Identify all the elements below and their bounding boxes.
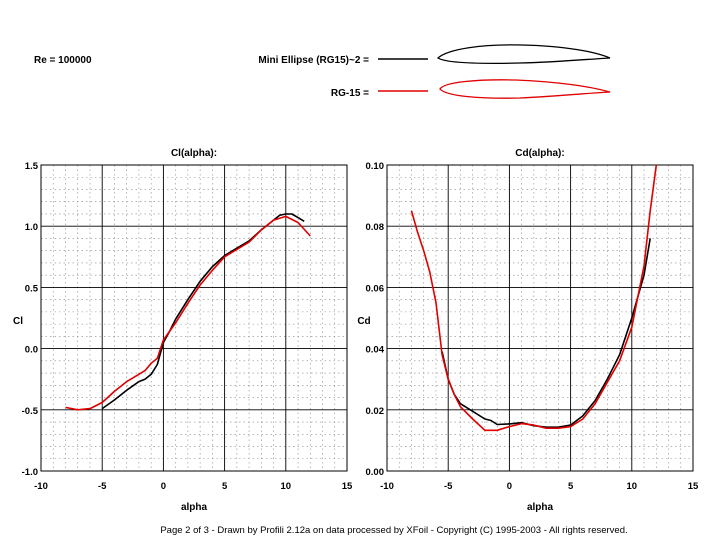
airfoil-shape-mini-ellipse bbox=[436, 44, 611, 64]
cl-alpha-chart: -10 -5 0 5 10 15 -1.0 -0.5 0.0 0.5 1.0 1.5 Cl(alpha)… bbox=[13, 148, 353, 513]
x-tick-label: 15 bbox=[342, 481, 353, 492]
plot-area bbox=[41, 165, 347, 471]
y-tick-label: 0.10 bbox=[366, 161, 385, 172]
y-tick-label: 0.00 bbox=[366, 467, 385, 478]
x-tick-label: -10 bbox=[380, 481, 394, 492]
x-tick-label: -5 bbox=[444, 481, 453, 492]
y-axis-label: Cl bbox=[13, 316, 23, 327]
y-tick-label: -0.5 bbox=[22, 406, 39, 417]
footer-copyright: Page 2 of 3 - Drawn by Profili 2.12a on … bbox=[160, 525, 627, 536]
x-axis-label: alpha bbox=[181, 502, 208, 513]
legend-label-rg15: RG-15 = bbox=[331, 88, 369, 99]
chart-title: Cl(alpha): bbox=[171, 148, 217, 159]
series-line-rg15 bbox=[410, 164, 658, 432]
y-tick-label: 0.08 bbox=[366, 222, 385, 233]
y-tick-label: 0.04 bbox=[366, 345, 385, 356]
cd-alpha-chart: -10 -5 0 5 10 15 0.00 0.02 0.04 0.06 0.08 0.10 Cd(al… bbox=[357, 148, 699, 513]
x-tick-label: 15 bbox=[688, 481, 699, 492]
plot-frame bbox=[40, 164, 348, 472]
y-tick-label: 0.0 bbox=[25, 345, 38, 356]
legend-label-mini-ellipse: Mini Ellipse (RG15)~2 = bbox=[258, 55, 369, 66]
airfoil-shape-rg15 bbox=[439, 79, 611, 99]
y-tick-label: -1.0 bbox=[22, 467, 38, 478]
y-axis-label: Cd bbox=[357, 316, 370, 327]
y-tick-label: 1.0 bbox=[25, 222, 38, 233]
series-line-rg15 bbox=[65, 215, 311, 411]
x-tick-label: 5 bbox=[568, 481, 574, 492]
x-tick-label: 10 bbox=[281, 481, 292, 492]
x-tick-label: -5 bbox=[98, 481, 107, 492]
series-line-mini-ellipse bbox=[101, 213, 305, 410]
plot-frame bbox=[386, 164, 694, 472]
y-tick-label: 0.06 bbox=[366, 283, 385, 294]
reynolds-number-label: Re = 100000 bbox=[34, 55, 92, 66]
x-tick-label: 0 bbox=[161, 481, 166, 492]
x-tick-label: -10 bbox=[34, 481, 48, 492]
chart-title: Cd(alpha): bbox=[515, 148, 564, 159]
x-tick-label: 10 bbox=[627, 481, 638, 492]
x-tick-label: 5 bbox=[222, 481, 228, 492]
x-axis-label: alpha bbox=[527, 502, 554, 513]
y-tick-label: 0.5 bbox=[25, 283, 39, 294]
plot-area bbox=[387, 165, 693, 471]
y-tick-label: 1.5 bbox=[25, 161, 39, 172]
y-tick-label: 0.02 bbox=[366, 406, 385, 417]
x-tick-label: 0 bbox=[507, 481, 512, 492]
